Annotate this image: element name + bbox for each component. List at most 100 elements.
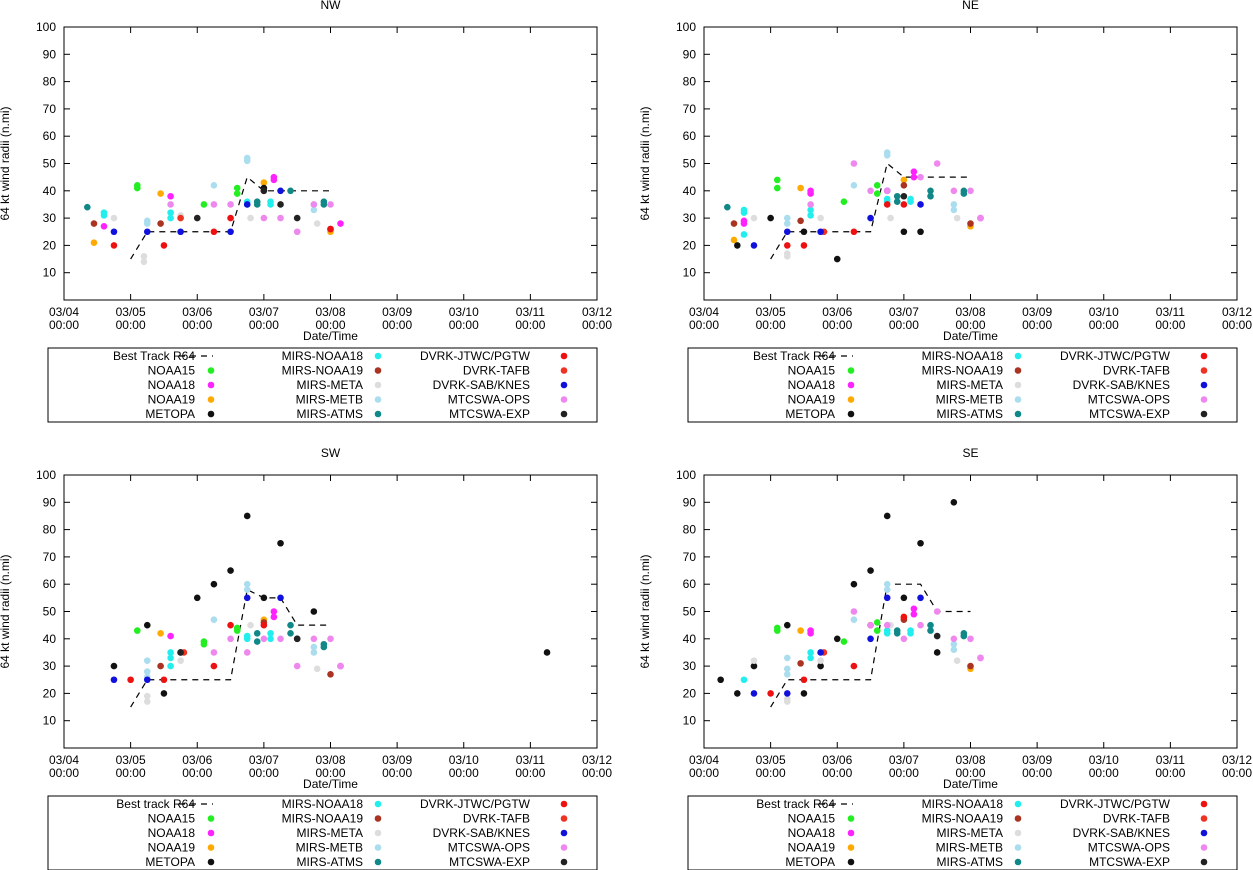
data-point	[967, 662, 974, 670]
data-point	[740, 220, 748, 227]
data-point	[797, 184, 804, 192]
data-point	[327, 635, 334, 643]
data-point	[310, 608, 318, 615]
data-point	[337, 220, 344, 227]
y-tick-label: 60	[683, 577, 697, 591]
legend-label: NOAA19	[788, 841, 836, 855]
y-tick-label: 20	[43, 238, 57, 252]
data-point	[227, 621, 234, 629]
data-point	[277, 635, 284, 643]
data-point	[90, 239, 98, 246]
legend-label: DVRK-SAB/KNES	[1073, 826, 1170, 840]
series-noaa15	[773, 176, 881, 206]
data-point	[277, 201, 284, 208]
data-point	[267, 201, 274, 208]
data-point	[143, 698, 151, 705]
data-point	[950, 206, 958, 214]
data-point	[210, 228, 218, 236]
legend-marker	[560, 815, 568, 822]
data-point	[730, 220, 738, 227]
data-point	[260, 214, 268, 222]
data-point	[110, 662, 118, 670]
legend-label: MIRS-META	[937, 378, 1003, 392]
data-point	[873, 190, 881, 197]
data-point	[734, 242, 741, 249]
legend-box	[47, 347, 598, 423]
legend-marker	[1200, 381, 1208, 389]
plot-frame	[63, 474, 598, 749]
data-point	[210, 649, 218, 656]
data-point	[900, 228, 908, 236]
data-point	[953, 214, 961, 222]
data-point	[243, 586, 251, 593]
data-point	[807, 630, 814, 637]
series-mirs-meta	[750, 214, 961, 260]
data-point	[210, 201, 218, 208]
legend-marker	[847, 829, 855, 837]
legend-label: NOAA15	[148, 812, 196, 826]
data-point	[227, 201, 234, 208]
data-point	[143, 228, 151, 236]
data-point	[783, 654, 791, 662]
x-tick-label-time: 00:00	[182, 318, 212, 332]
data-point	[270, 613, 278, 621]
legend-label: DVRK-JTWC/PGTW	[1060, 349, 1171, 363]
data-point	[260, 635, 268, 643]
x-tick-label-time: 00:00	[515, 766, 545, 780]
legend-marker	[374, 829, 382, 837]
x-tick-label-time: 00:00	[889, 318, 919, 332]
series-mirs-noaa18	[167, 630, 274, 670]
x-tick-label-date: 03/07	[889, 305, 919, 319]
data-point	[910, 168, 918, 175]
legend-label: DVRK-JTWC/PGTW	[420, 349, 531, 363]
legend-label: MIRS-NOAA19	[922, 812, 1004, 826]
x-tick-label-date: 03/12	[582, 753, 612, 767]
legend-marker	[207, 396, 215, 403]
series-dvrk-sab-knes	[110, 187, 284, 236]
data-point	[740, 231, 748, 238]
data-point	[210, 580, 218, 588]
x-tick-label-time: 00:00	[49, 318, 79, 332]
y-tick-label: 10	[43, 714, 57, 728]
legend-label: Best track R64	[756, 797, 835, 811]
x-tick-label-time: 00:00	[315, 766, 345, 780]
x-tick-label-time: 00:00	[515, 318, 545, 332]
data-point	[310, 635, 318, 643]
y-tick-label: 30	[43, 211, 57, 225]
data-point	[797, 217, 804, 225]
data-point	[750, 657, 758, 664]
series-mtcswa-exp	[193, 187, 301, 222]
legend-label: DVRK-TAFB	[1103, 364, 1170, 378]
data-point	[143, 220, 151, 227]
legend-marker	[847, 815, 855, 822]
data-point	[100, 212, 108, 219]
data-point	[243, 580, 251, 588]
x-tick-label-time: 00:00	[582, 766, 612, 780]
legend-marker	[1014, 844, 1022, 851]
data-point	[337, 662, 344, 670]
data-point	[927, 192, 934, 200]
data-point	[110, 242, 118, 249]
data-point	[110, 228, 118, 236]
legend-label: METOPA	[145, 855, 195, 869]
legend-label: MIRS-METB	[936, 841, 1003, 855]
legend-marker	[847, 367, 855, 374]
legend-label: MIRS-METB	[296, 841, 363, 855]
data-point	[227, 228, 234, 236]
data-point	[267, 635, 274, 643]
data-point	[227, 214, 234, 222]
data-point	[210, 182, 218, 189]
legend-label: NOAA18	[148, 826, 196, 840]
data-point	[253, 638, 261, 645]
data-point	[177, 214, 184, 222]
data-point	[310, 643, 318, 651]
data-point	[157, 662, 164, 670]
y-tick-label: 90	[43, 495, 57, 509]
y-tick-label: 30	[683, 211, 697, 225]
data-point	[850, 662, 858, 670]
legend-marker	[1200, 396, 1208, 403]
legend-label: MIRS-NOAA18	[282, 797, 364, 811]
legend-label: MTCSWA-OPS	[1088, 393, 1170, 407]
x-tick-label-date: 03/09	[382, 753, 412, 767]
